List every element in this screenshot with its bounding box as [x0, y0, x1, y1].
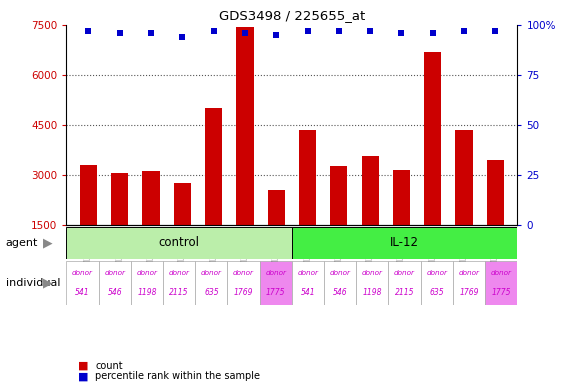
Bar [356, 261, 388, 305]
Bar [393, 170, 410, 225]
Bar [99, 261, 131, 305]
Bar [195, 261, 228, 305]
Text: control: control [159, 237, 199, 249]
Text: donor: donor [394, 270, 415, 276]
Text: ■: ■ [78, 361, 88, 371]
Text: count: count [95, 361, 123, 371]
Point [146, 30, 155, 36]
Point [334, 28, 343, 34]
Text: donor: donor [458, 270, 480, 276]
Bar [424, 51, 442, 225]
Text: 2115: 2115 [169, 288, 189, 298]
Point [460, 28, 469, 34]
Bar [1, 383, 2, 384]
Text: donor: donor [104, 270, 125, 276]
Bar [131, 261, 163, 305]
Text: 541: 541 [75, 288, 90, 298]
Text: donor: donor [298, 270, 318, 276]
Bar [362, 156, 379, 225]
Text: 1775: 1775 [491, 288, 511, 298]
Text: 546: 546 [108, 288, 122, 298]
Point [177, 34, 187, 40]
Bar [205, 108, 222, 225]
Text: 1198: 1198 [137, 288, 157, 298]
Text: 1769: 1769 [234, 288, 253, 298]
Point [303, 28, 312, 34]
Text: 1775: 1775 [266, 288, 286, 298]
Text: 635: 635 [204, 288, 218, 298]
Bar [487, 160, 504, 225]
Bar [8, 383, 9, 384]
Bar [66, 227, 292, 259]
Text: donor: donor [491, 270, 512, 276]
Bar [485, 261, 517, 305]
Text: 1769: 1769 [460, 288, 479, 298]
Text: 2115: 2115 [395, 288, 414, 298]
Text: agent: agent [6, 238, 38, 248]
Bar [80, 165, 97, 225]
Bar [268, 190, 285, 225]
Bar [111, 173, 128, 225]
Bar [260, 261, 292, 305]
Text: 635: 635 [429, 288, 444, 298]
Bar [299, 130, 316, 225]
Bar [9, 383, 10, 384]
Point [428, 30, 438, 36]
Bar [5, 383, 6, 384]
Text: donor: donor [265, 270, 286, 276]
Point [84, 28, 93, 34]
Bar [330, 166, 347, 225]
Point [397, 30, 406, 36]
Bar [142, 171, 160, 225]
Bar [174, 183, 191, 225]
Bar [10, 383, 12, 384]
Text: ▶: ▶ [43, 277, 53, 290]
Title: GDS3498 / 225655_at: GDS3498 / 225655_at [218, 9, 365, 22]
Text: donor: donor [169, 270, 190, 276]
Bar [388, 261, 421, 305]
Text: donor: donor [427, 270, 447, 276]
Text: donor: donor [362, 270, 383, 276]
Point [491, 28, 500, 34]
Text: individual: individual [6, 278, 60, 288]
Point [240, 30, 250, 36]
Point [272, 32, 281, 38]
Bar [3, 383, 5, 384]
Bar [453, 261, 485, 305]
Bar [236, 26, 254, 225]
Text: donor: donor [201, 270, 222, 276]
Bar [421, 261, 453, 305]
Text: donor: donor [233, 270, 254, 276]
Text: IL-12: IL-12 [390, 237, 419, 249]
Bar [2, 383, 3, 384]
Point [115, 30, 124, 36]
Text: 546: 546 [333, 288, 347, 298]
Text: percentile rank within the sample: percentile rank within the sample [95, 371, 260, 381]
Point [209, 28, 218, 34]
Text: donor: donor [72, 270, 93, 276]
Point [365, 28, 375, 34]
Bar [66, 261, 99, 305]
Bar [12, 383, 13, 384]
Text: 541: 541 [301, 288, 316, 298]
Bar [455, 130, 473, 225]
Bar [292, 227, 517, 259]
Bar [324, 261, 356, 305]
Bar [228, 261, 260, 305]
Text: 1198: 1198 [362, 288, 382, 298]
Bar [292, 261, 324, 305]
Bar [6, 383, 8, 384]
Text: ■: ■ [78, 371, 88, 381]
Text: ▶: ▶ [43, 237, 53, 249]
Text: donor: donor [136, 270, 157, 276]
Bar [163, 261, 195, 305]
Text: donor: donor [329, 270, 351, 276]
